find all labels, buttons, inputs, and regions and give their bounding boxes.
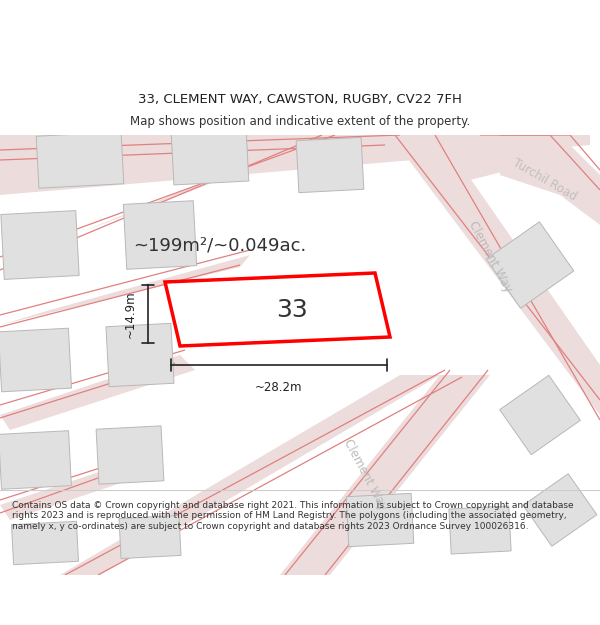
Bar	[11, 521, 79, 564]
Polygon shape	[0, 135, 590, 195]
Polygon shape	[165, 273, 390, 346]
Polygon shape	[500, 135, 600, 225]
Text: Clement Way: Clement Way	[466, 219, 514, 295]
Bar	[36, 132, 124, 188]
Bar	[119, 516, 181, 559]
Polygon shape	[0, 255, 250, 325]
Polygon shape	[60, 375, 440, 575]
Bar	[124, 201, 197, 269]
Polygon shape	[430, 135, 530, 180]
Polygon shape	[0, 465, 130, 520]
Bar	[0, 431, 71, 489]
Text: Turchil Road: Turchil Road	[511, 156, 579, 204]
Bar	[96, 426, 164, 484]
Text: ~28.2m: ~28.2m	[255, 381, 303, 394]
Bar	[0, 328, 71, 392]
Text: Contains OS data © Crown copyright and database right 2021. This information is : Contains OS data © Crown copyright and d…	[12, 501, 574, 531]
Text: Clement Way: Clement Way	[341, 437, 389, 513]
Text: 33: 33	[277, 298, 308, 321]
Text: Map shows position and indicative extent of the property.: Map shows position and indicative extent…	[130, 114, 470, 128]
Bar	[106, 323, 174, 387]
Bar	[500, 375, 580, 455]
Bar	[486, 222, 574, 308]
Text: ~14.9m: ~14.9m	[124, 290, 137, 338]
Polygon shape	[390, 135, 600, 415]
Bar	[296, 138, 364, 192]
Polygon shape	[280, 375, 490, 575]
Bar	[523, 474, 597, 546]
Bar	[346, 493, 414, 547]
Bar	[449, 506, 511, 554]
Text: ~199m²/~0.049ac.: ~199m²/~0.049ac.	[133, 236, 307, 254]
Polygon shape	[0, 135, 340, 265]
Polygon shape	[0, 355, 195, 430]
Bar	[171, 129, 249, 185]
Bar	[1, 211, 79, 279]
Text: 33, CLEMENT WAY, CAWSTON, RUGBY, CV22 7FH: 33, CLEMENT WAY, CAWSTON, RUGBY, CV22 7F…	[138, 94, 462, 106]
